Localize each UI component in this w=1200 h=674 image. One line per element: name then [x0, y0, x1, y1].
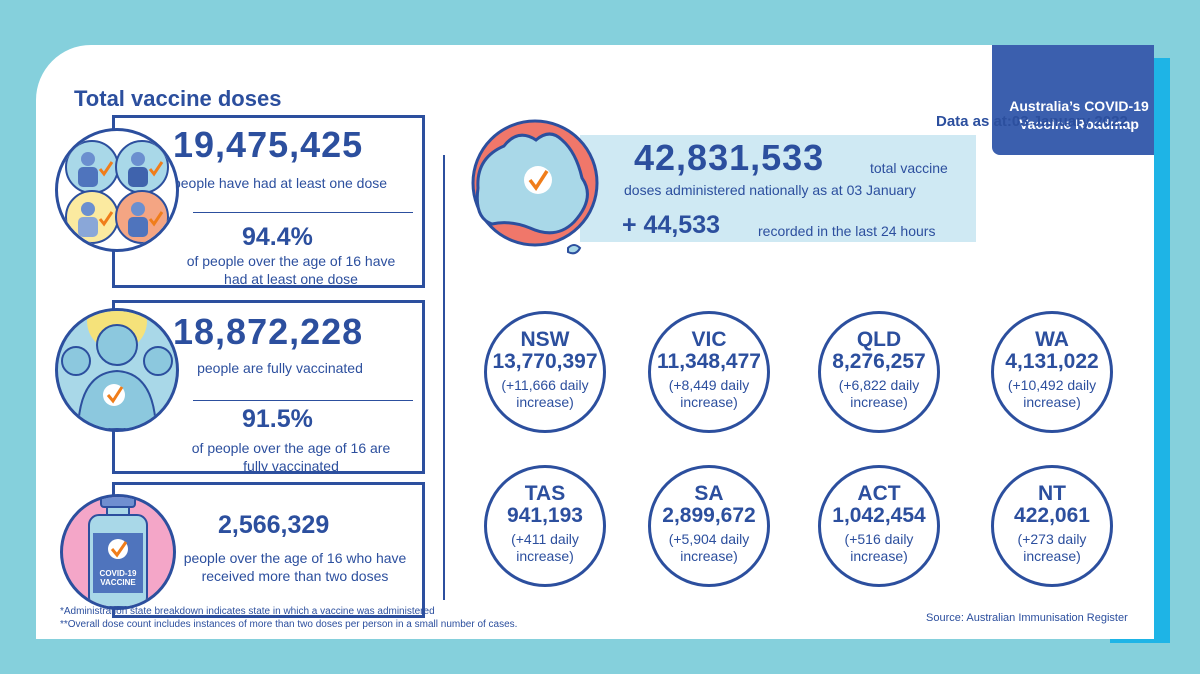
total-doses-title: Total vaccine doses	[74, 86, 282, 111]
state-circle-nsw: NSW 13,770,397 (+11,666 daily increase)	[484, 311, 606, 433]
state-total: 1,042,454	[832, 504, 926, 527]
state-circle-tas: TAS 941,193 (+411 daily increase)	[484, 465, 606, 587]
people-icon	[55, 128, 179, 252]
fully-label: people are fully vaccinated	[197, 360, 363, 376]
infographic-card: Australia’s COVID-19 Vaccine Roadmap Tot…	[36, 45, 1154, 639]
national-daily-label: recorded in the last 24 hours	[758, 223, 936, 239]
person-silhouette-icon	[55, 308, 179, 432]
state-increase: (+8,449 daily increase)	[668, 377, 750, 410]
divider-line	[193, 212, 413, 213]
crowd-illustration	[61, 311, 173, 429]
state-increase: (+273 daily increase)	[1017, 531, 1087, 564]
fully-pct-label: of people over the age of 16 are fully v…	[191, 440, 391, 474]
vial-label-line1: COVID-19	[99, 569, 137, 578]
state-name: QLD	[856, 328, 902, 351]
state-total: 2,899,672	[662, 504, 756, 527]
people-illustration	[65, 140, 169, 244]
state-name: SA	[694, 482, 724, 505]
divider-line	[193, 400, 413, 401]
national-total: 42,831,533	[634, 137, 825, 178]
australia-map	[471, 119, 599, 255]
one-dose-count: 19,475,425	[173, 124, 364, 165]
fully-count: 18,872,228	[173, 311, 364, 352]
state-circle-vic: VIC 11,348,477 (+8,449 daily increase)	[648, 311, 770, 433]
vial-label: COVID-19 VACCINE	[87, 569, 149, 587]
booster-label: people over the age of 16 who have recei…	[183, 550, 407, 584]
state-increase: (+10,492 daily increase)	[1007, 377, 1097, 410]
state-name: TAS	[524, 482, 566, 505]
state-circle-sa: SA 2,899,672 (+5,904 daily increase)	[648, 465, 770, 587]
state-total: 422,061	[1014, 504, 1090, 527]
column-divider	[443, 155, 445, 600]
state-name: NSW	[520, 328, 570, 351]
data-date: Data as at:03 January 2022	[936, 113, 1128, 130]
source-credit: Source: Australian Immunisation Register	[926, 612, 1128, 624]
state-increase: (+5,904 daily increase)	[668, 531, 750, 564]
state-name: ACT	[857, 482, 901, 505]
booster-count: 2,566,329	[218, 511, 330, 539]
one-dose-pct: 94.4%	[242, 223, 313, 251]
state-increase: (+6,822 daily increase)	[838, 377, 920, 410]
state-circle-act: ACT 1,042,454 (+516 daily increase)	[818, 465, 940, 587]
fully-pct: 91.5%	[242, 405, 313, 433]
state-total: 4,131,022	[1005, 350, 1099, 373]
australia-map-icon	[470, 118, 600, 255]
national-daily: + 44,533	[622, 211, 721, 239]
state-total: 8,276,257	[832, 350, 926, 373]
roadmap-header: Australia’s COVID-19 Vaccine Roadmap	[992, 45, 1154, 155]
state-total: 941,193	[507, 504, 583, 527]
state-total: 11,348,477	[657, 350, 761, 373]
national-total-box: 42,831,533 total vaccine doses administe…	[580, 135, 976, 242]
state-circle-qld: QLD 8,276,257 (+6,822 daily increase)	[818, 311, 940, 433]
vial-label-line2: VACCINE	[100, 578, 136, 587]
state-increase: (+411 daily increase)	[511, 531, 579, 564]
roadmap-title-line1: Australia’s COVID-19	[1009, 98, 1149, 114]
state-increase: (+11,666 daily increase)	[501, 377, 589, 410]
one-dose-box: 19,475,425 people have had at least one …	[112, 115, 425, 288]
roadmap-title-line2: Vaccine Roadmap	[1019, 116, 1139, 132]
footnote-state-breakdown: *Administration state breakdown indicate…	[60, 606, 435, 617]
state-circle-nt: NT 422,061 (+273 daily increase)	[991, 465, 1113, 587]
one-dose-pct-label: of people over the age of 16 have had at…	[186, 253, 396, 287]
state-total: 13,770,397	[492, 350, 598, 373]
national-total-label: doses administered nationally as at 03 J…	[624, 182, 916, 198]
state-name: VIC	[691, 328, 727, 351]
vial-illustration	[88, 497, 148, 607]
footnote-dose-count: **Overall dose count includes instances …	[60, 619, 518, 630]
state-name: WA	[1035, 328, 1069, 351]
state-increase: (+516 daily increase)	[844, 531, 914, 564]
state-circle-wa: WA 4,131,022 (+10,492 daily increase)	[991, 311, 1113, 433]
one-dose-label: people have had at least one dose	[172, 175, 388, 191]
national-total-suffix: total vaccine	[870, 160, 948, 176]
vaccine-vial-icon: COVID-19 VACCINE	[60, 494, 176, 610]
state-name: NT	[1038, 482, 1066, 505]
